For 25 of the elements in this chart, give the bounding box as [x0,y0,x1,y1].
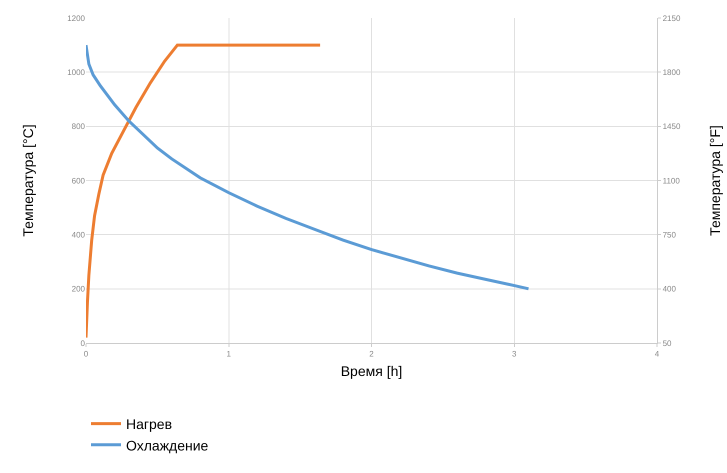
x-axis-title: Время [h] [340,362,402,379]
y2-tick-label: 400 [662,284,676,294]
y-tick-label: 400 [72,230,86,240]
y2-tick-label: 1800 [662,68,681,77]
y-tick-label: 1000 [67,68,86,77]
y-tick-label: 1200 [67,14,86,23]
y2-tick-label: 1450 [662,122,681,132]
x-tick-label: 4 [654,350,660,359]
x-tick-label: 3 [512,350,518,359]
legend-label: Нагрев [126,416,172,432]
y2-tick-label: 2150 [662,14,681,23]
y-tick-label: 0 [80,338,86,348]
x-tick-label: 1 [226,350,232,359]
y-axis-title: Температура [°C] [20,124,36,237]
y-tick-label: 800 [72,122,86,132]
x-tick-label: 2 [369,350,374,359]
y-tick-label: 600 [72,176,86,186]
y2-tick-label: 750 [662,230,676,240]
y-tick-label: 200 [72,284,86,294]
legend-label: Охлаждение [126,437,209,454]
y2-tick-label: 1100 [662,176,680,186]
y2-tick-label: 50 [662,338,672,348]
line-series [86,44,530,290]
line-series [86,44,322,340]
y2-axis-title: Температура [°F] [707,125,724,236]
